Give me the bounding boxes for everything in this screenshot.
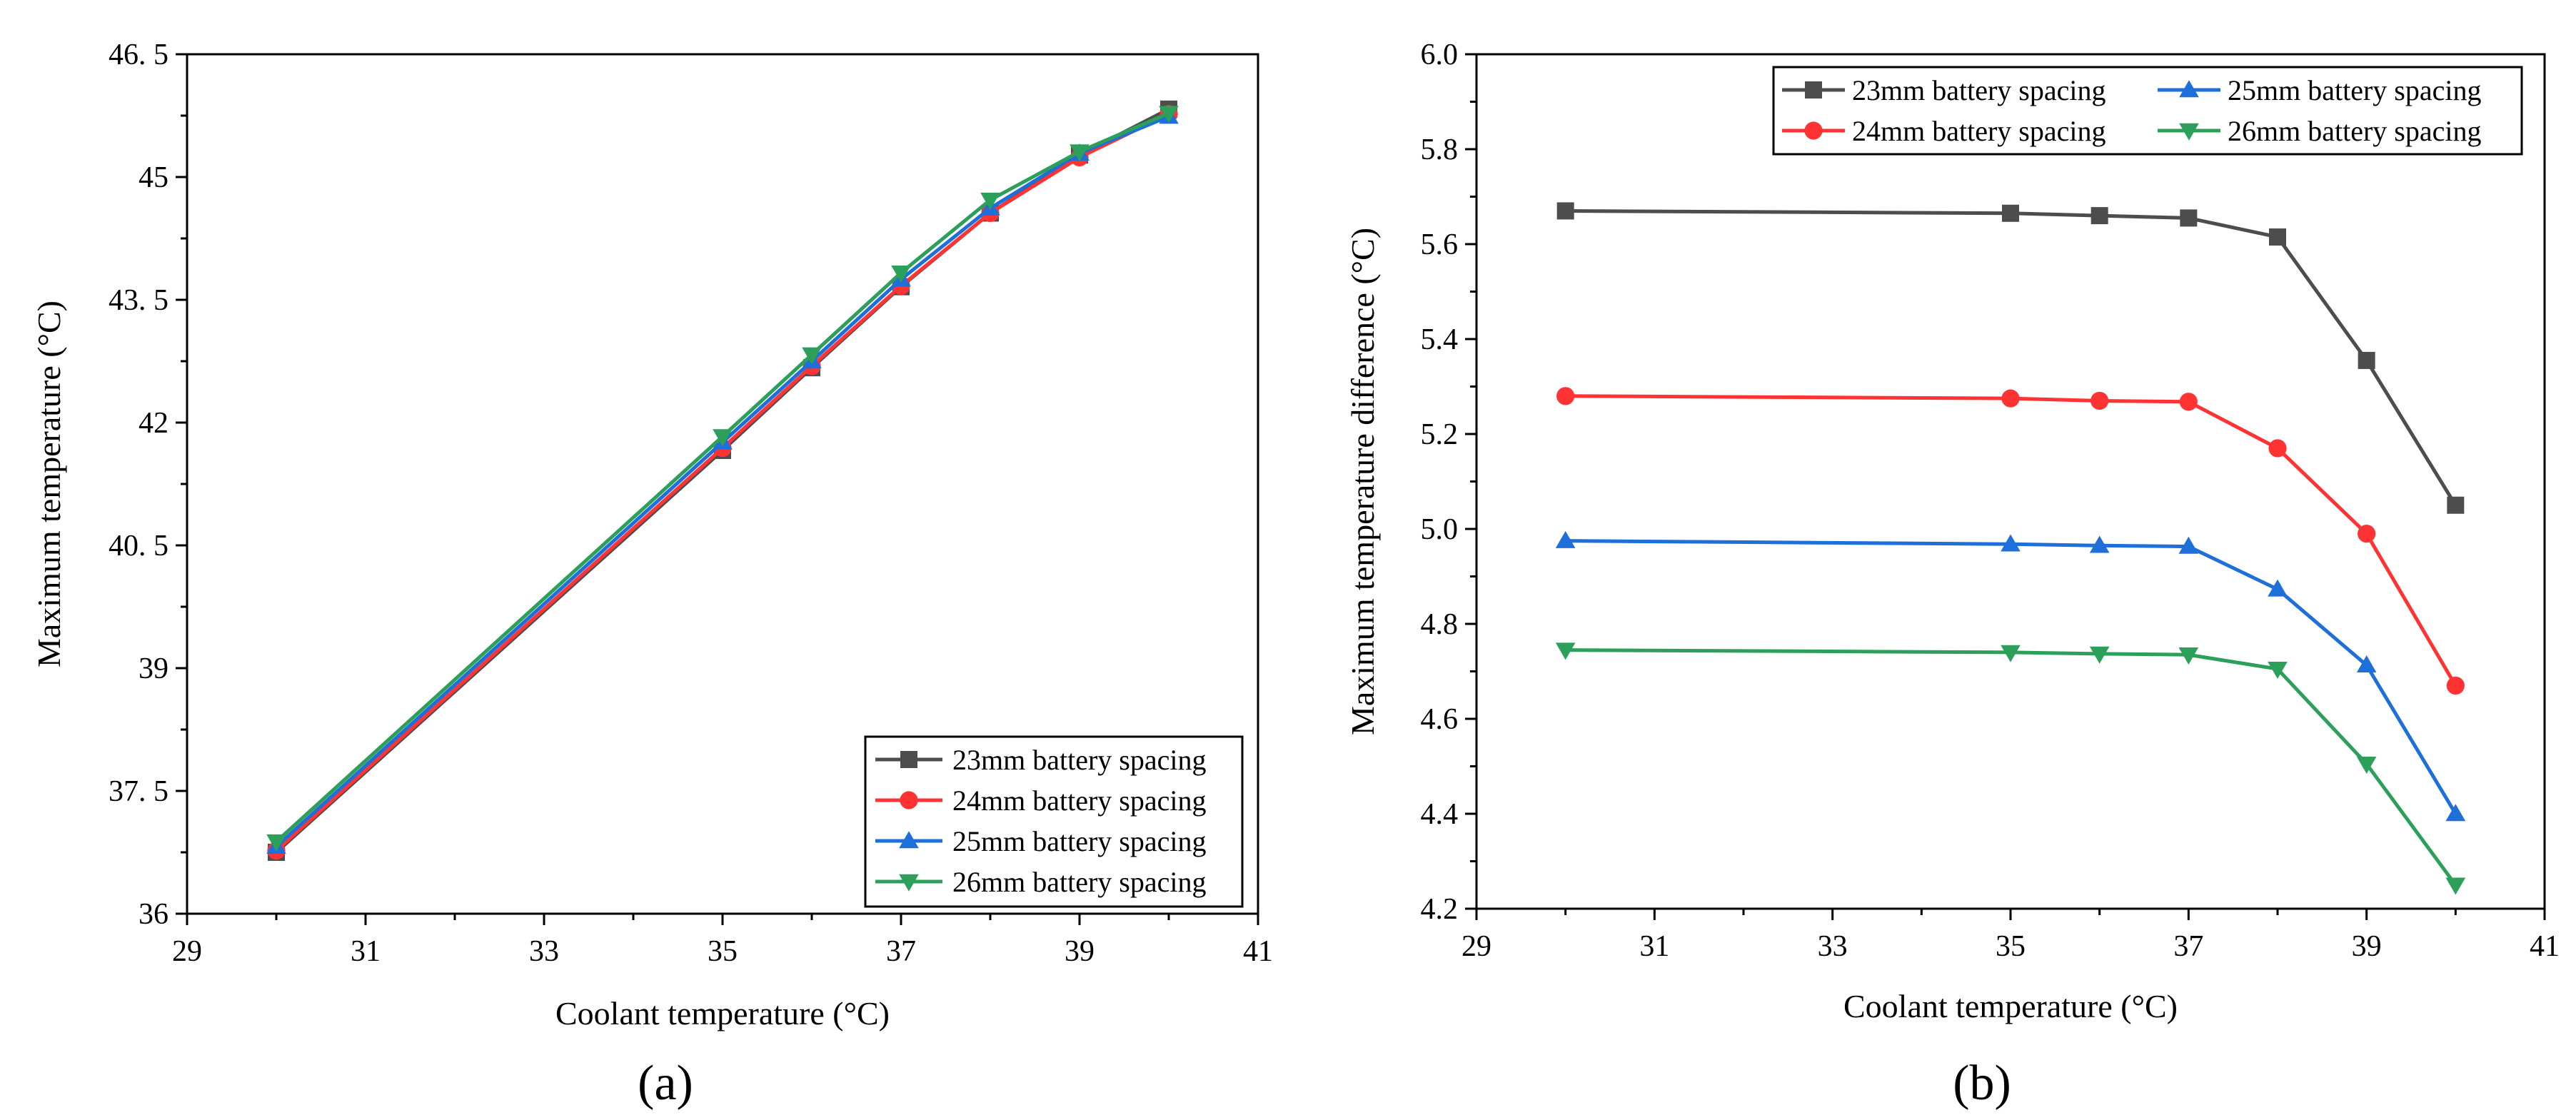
- x-tick-label: 37: [886, 935, 916, 968]
- legend-marker: [899, 874, 919, 892]
- data-point: [891, 265, 911, 283]
- y-axis-title: Maximum temperature (°C): [31, 301, 67, 667]
- plot-frame: [1475, 53, 2546, 910]
- data-point: [2001, 645, 2021, 662]
- data-point: [2091, 207, 2108, 225]
- data-point: [802, 347, 822, 365]
- data-point: [2268, 579, 2288, 597]
- data-point: [2445, 877, 2466, 895]
- legend-label: 25mm battery spacing: [952, 825, 1206, 857]
- y-tick-label: 36: [139, 898, 168, 931]
- data-point: [2178, 536, 2199, 554]
- y-tick-label: 46. 5: [109, 39, 168, 71]
- y-tick-label: 43. 5: [109, 284, 168, 317]
- y-axis-title: Maximum temperature difference (°C): [1344, 228, 1381, 735]
- y-tick-label: 4.6: [1421, 703, 1459, 736]
- data-point: [1556, 202, 1574, 220]
- y-tick-label: 39: [139, 652, 168, 685]
- legend-marker: [900, 751, 917, 768]
- data-point: [2269, 228, 2286, 246]
- x-tick-label: 31: [1639, 930, 1669, 963]
- chart-panel-a: 29 31 33 35 37 39 41 36 37. 5 39 40. 5 42 43. 5 45 46.…: [31, 39, 1273, 1111]
- data-point: [2089, 646, 2110, 664]
- legend-marker: [2179, 123, 2199, 141]
- legend-label: 24mm battery spacing: [1852, 115, 2105, 147]
- data-point: [2446, 676, 2465, 695]
- legend-label: 25mm battery spacing: [2228, 74, 2481, 106]
- legend-label: 26mm battery spacing: [2228, 115, 2481, 147]
- y-tick-label: 37. 5: [109, 775, 168, 808]
- data-point: [1159, 106, 1179, 123]
- y-tick-label: 40. 5: [109, 530, 168, 562]
- y-tick-label: 5.6: [1421, 228, 1459, 261]
- data-point: [713, 429, 733, 447]
- y-tick-label: 5.2: [1421, 418, 1459, 451]
- data-point: [266, 834, 286, 852]
- panel-label: (b): [1953, 1056, 2011, 1111]
- x-axis-title: Coolant temperature (°C): [555, 995, 890, 1031]
- data-point: [2356, 655, 2377, 673]
- x-tick-label: 37: [2173, 930, 2203, 963]
- y-tick-label: 5.4: [1421, 323, 1459, 356]
- legend-marker: [1805, 81, 1822, 99]
- data-point: [2268, 661, 2288, 679]
- data-point: [2268, 439, 2287, 458]
- panel-label: (a): [638, 1056, 693, 1111]
- legend-marker: [899, 831, 919, 849]
- data-point: [2356, 756, 2377, 774]
- legend-label: 24mm battery spacing: [952, 784, 1206, 817]
- y-tick-label: 42: [139, 407, 168, 440]
- y-tick-label: 4.2: [1421, 893, 1459, 926]
- x-tick-label: 33: [1818, 930, 1848, 963]
- series-line-4: [1565, 648, 2457, 887]
- data-point: [2091, 391, 2109, 410]
- data-point: [2002, 204, 2019, 222]
- x-axis-title: Coolant temperature (°C): [1843, 988, 2178, 1024]
- data-point: [2447, 496, 2465, 514]
- y-tick-label: 4.8: [1421, 608, 1459, 641]
- data-point: [2179, 393, 2198, 411]
- data-point: [980, 192, 1000, 210]
- legend-label: 26mm battery spacing: [952, 866, 1206, 898]
- legend-box: [864, 735, 1244, 908]
- y-tick-label: 5.8: [1421, 133, 1459, 166]
- y-tick-label: 5.0: [1421, 513, 1459, 546]
- x-tick-label: 31: [351, 935, 381, 968]
- y-tick-label: 4.4: [1421, 798, 1459, 831]
- x-tick-label: 41: [1243, 935, 1273, 968]
- x-tick-label: 39: [1065, 935, 1095, 968]
- x-tick-label: 39: [2352, 930, 2382, 963]
- y-tick-label: 6.0: [1421, 39, 1459, 71]
- data-point: [2358, 525, 2376, 543]
- data-point: [2358, 351, 2375, 369]
- data-point: [2178, 647, 2199, 665]
- x-tick-label: 33: [529, 935, 559, 968]
- x-tick-label: 35: [1996, 930, 2026, 963]
- series-line-1: [1565, 208, 2457, 507]
- legend-label: 23mm battery spacing: [1852, 74, 2105, 106]
- legend-label: 23mm battery spacing: [952, 744, 1206, 776]
- legend-marker: [2179, 80, 2199, 98]
- data-point: [1070, 144, 1090, 162]
- series-line-3: [1565, 539, 2457, 815]
- x-tick-label: 41: [2530, 930, 2560, 963]
- data-point: [2089, 535, 2110, 553]
- data-point: [2445, 804, 2466, 822]
- y-tick-label: 45: [139, 161, 168, 194]
- legend-marker: [900, 791, 918, 809]
- legend-box: [1772, 66, 2523, 156]
- data-point: [2180, 209, 2198, 227]
- x-tick-label: 29: [172, 935, 202, 968]
- legend-marker: [1804, 121, 1823, 140]
- x-tick-label: 29: [1461, 930, 1491, 963]
- x-tick-label: 35: [708, 935, 738, 968]
- data-point: [2001, 389, 2020, 408]
- data-point: [1556, 387, 1575, 405]
- chart-panel-b: 29 31 33 35 37 39 41 4.2 4.4 4.6 4.8 5.0 5.2 5.4 5.6 5.…: [1344, 39, 2560, 1111]
- data-point: [1555, 642, 1576, 660]
- data-point: [2001, 534, 2021, 552]
- data-point: [1555, 530, 1576, 548]
